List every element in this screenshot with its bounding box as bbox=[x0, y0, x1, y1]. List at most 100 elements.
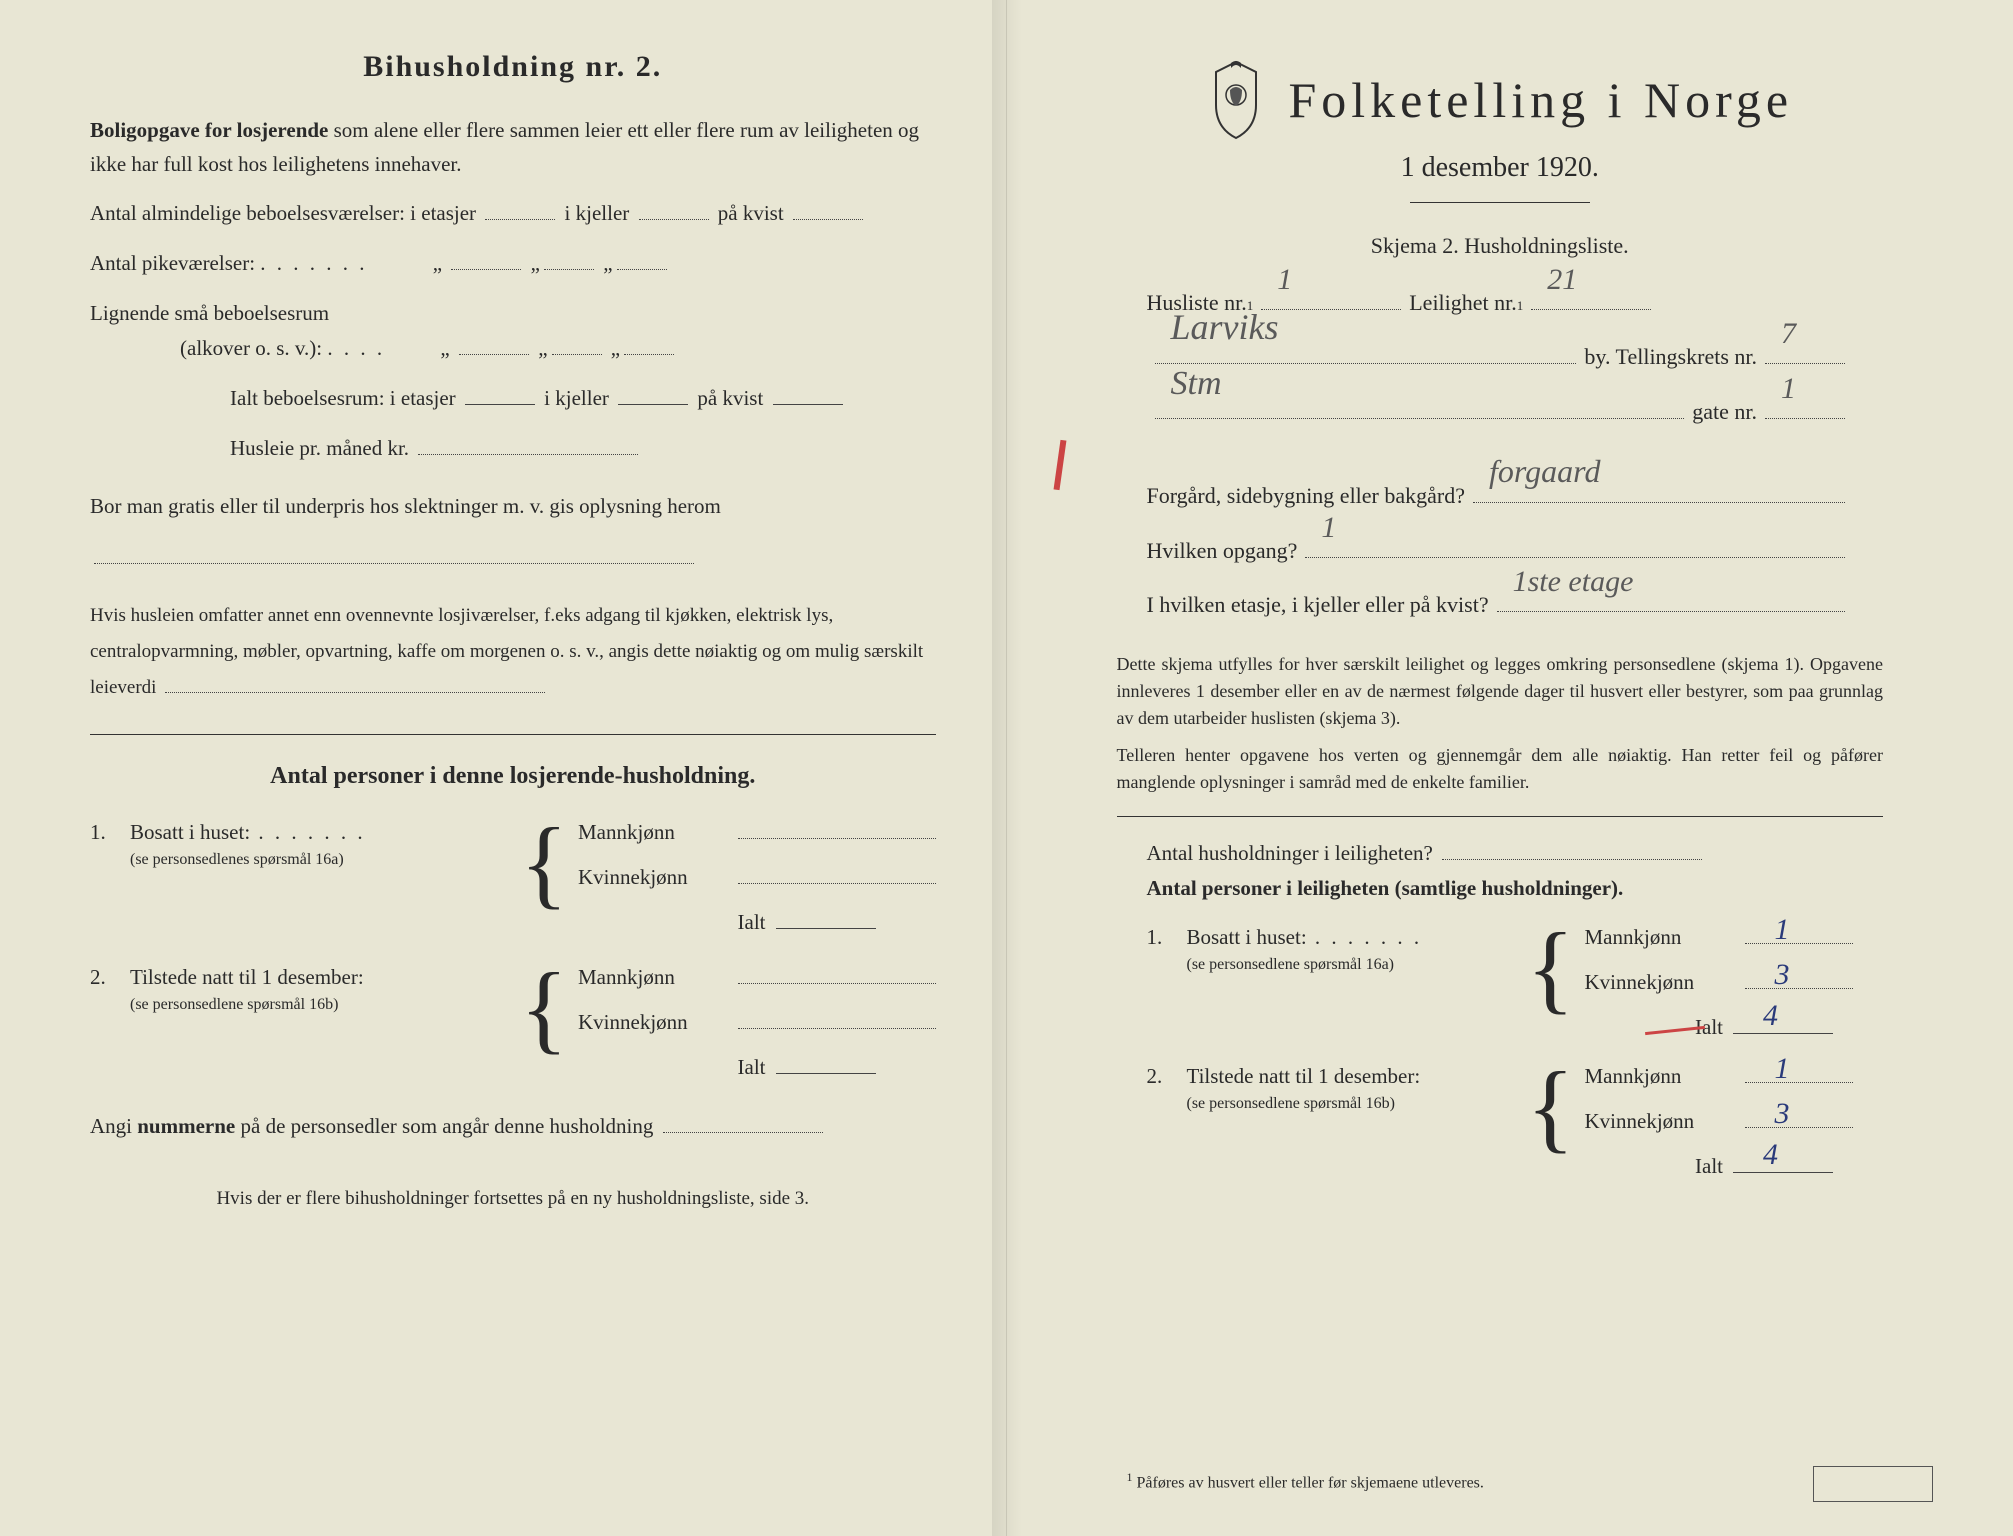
tilstede-sub: (se personsedlene spørsmål 16b) bbox=[1187, 1095, 1395, 1112]
bihus-heading: Bihusholdning nr. 2. bbox=[90, 50, 936, 84]
gate-name-value: Stm bbox=[1171, 347, 1222, 422]
right-counts-block: Antal husholdninger i leiligheten? Antal… bbox=[1147, 837, 1854, 1179]
by-row: Larviks by. Tellingskrets nr. 7 bbox=[1147, 333, 1854, 381]
forgard-row: Forgård, sidebygning eller bakgård? forg… bbox=[1147, 472, 1854, 520]
tilstede-sub: (se personsedlene spørsmål 16b) bbox=[130, 996, 338, 1013]
husleie-line: Husleie pr. måned kr. bbox=[230, 432, 936, 466]
leilighet-value: 21 bbox=[1547, 247, 1577, 313]
rooms-line: Antal almindelige beboelsesværelser: i e… bbox=[90, 197, 936, 231]
bosatt-mann-field: 1 bbox=[1745, 943, 1854, 944]
mann-label: Mannkjønn bbox=[578, 820, 738, 845]
hvis-husleien-para: Hvis husleien omfatter annet enn ovennev… bbox=[90, 598, 936, 706]
dots: . . . . bbox=[327, 336, 385, 360]
opgang-value: 1 bbox=[1321, 495, 1336, 561]
ialt-bebo-label: Ialt beboelsesrum: i etasjer bbox=[230, 386, 456, 410]
fill bbox=[459, 332, 529, 355]
bor-man-para: Bor man gratis eller til underpris hos s… bbox=[90, 481, 936, 582]
tilstede-kvinne-field: 3 bbox=[1745, 1127, 1854, 1128]
title-divider bbox=[1410, 202, 1590, 203]
rooms-label: Antal almindelige beboelsesværelser: i e… bbox=[90, 201, 476, 225]
husleie-label: Husleie pr. måned kr. bbox=[230, 436, 409, 460]
tilstede-label-col: Tilstede natt til 1 desember: (se person… bbox=[130, 965, 510, 1015]
alkover-label: (alkover o. s. v.): bbox=[180, 336, 322, 360]
fill bbox=[738, 838, 936, 839]
footnote-sup: 1 bbox=[1127, 1470, 1133, 1484]
fill bbox=[552, 332, 602, 355]
kvinne-label: Kvinnekjønn bbox=[578, 1010, 738, 1035]
footnote-text: Påføres av husvert eller teller før skje… bbox=[1137, 1474, 1484, 1491]
fill bbox=[617, 247, 667, 270]
bosatt-mann-value: 1 bbox=[1775, 913, 1790, 947]
etasje-row: I hvilken etasje, i kjeller eller på kvi… bbox=[1147, 581, 1854, 629]
row-number-1: 1. bbox=[90, 820, 130, 845]
by-label: by. Tellingskrets nr. bbox=[1584, 333, 1757, 381]
lignende-line1: Lignende små beboelsesrum bbox=[90, 297, 936, 331]
gate-label: gate nr. bbox=[1692, 388, 1757, 436]
divider bbox=[1117, 816, 1884, 817]
fill-kvist bbox=[793, 197, 863, 220]
gate-no-field: 1 bbox=[1765, 418, 1845, 419]
bosatt-sub: (se personsedlene spørsmål 16a) bbox=[1187, 956, 1395, 973]
antal-personer-heading: Antal personer i denne losjerende-hushol… bbox=[90, 763, 936, 790]
ialt-bebo-line: Ialt beboelsesrum: i etasjer i kjeller p… bbox=[230, 382, 936, 416]
fill bbox=[94, 541, 694, 564]
bosatt-kvinne-field: 3 bbox=[1745, 988, 1854, 989]
kjeller-label: i kjeller bbox=[565, 201, 630, 225]
fill bbox=[776, 1073, 876, 1074]
brace-icon: { bbox=[520, 965, 568, 1050]
row-number-1: 1. bbox=[1147, 925, 1187, 950]
ialt-label: Ialt bbox=[738, 910, 766, 934]
tilstede-ialt-field: 4 bbox=[1733, 1172, 1833, 1173]
fill bbox=[663, 1110, 823, 1133]
kvinne-label: Kvinnekjønn bbox=[1585, 970, 1745, 995]
tilstede-mann-field: 1 bbox=[1745, 1082, 1854, 1083]
gate-name-field: Stm bbox=[1155, 418, 1685, 419]
angi-line: Angi nummerne på de personsedler som ang… bbox=[90, 1110, 936, 1144]
ialt-label: Ialt bbox=[738, 1055, 766, 1079]
fill-kjeller bbox=[639, 197, 709, 220]
forgard-field: forgaard bbox=[1473, 502, 1845, 503]
counts-col: Mannkjønn Kvinnekjønn Ialt bbox=[578, 965, 936, 1080]
mann-label: Mannkjønn bbox=[1585, 1064, 1745, 1089]
antal-hush-label: Antal husholdninger i leiligheten? bbox=[1147, 841, 1433, 865]
counts-col: Mannkjønn1 Kvinnekjønn3 Ialt4 bbox=[1585, 1064, 1854, 1179]
fill bbox=[418, 432, 638, 455]
forgard-value: forgaard bbox=[1489, 436, 1600, 506]
gate-row: Stm gate nr. 1 bbox=[1147, 388, 1854, 436]
footnote-left: Hvis der er flere bihusholdninger fortse… bbox=[90, 1188, 936, 1210]
antal-pers-heading: Antal personer i leiligheten (samtlige h… bbox=[1147, 876, 1854, 901]
pike-label: Antal pikeværelser: bbox=[90, 251, 255, 275]
bosatt-sub: (se personsedlenes spørsmål 16a) bbox=[130, 851, 344, 868]
bosatt-kvinne-value: 3 bbox=[1775, 958, 1790, 992]
form-block: Husliste nr.1 1 Leilighet nr.1 21 Larvik… bbox=[1147, 279, 1854, 629]
husliste-value: 1 bbox=[1277, 247, 1292, 313]
antal-hush-line: Antal husholdninger i leiligheten? bbox=[1147, 837, 1854, 866]
counts-col: Mannkjønn1 Kvinnekjønn3 Ialt4 bbox=[1585, 925, 1854, 1040]
tilstede-label: Tilstede natt til 1 desember: bbox=[1187, 1064, 1421, 1088]
fill bbox=[624, 332, 674, 355]
tilstede-row-left: 2. Tilstede natt til 1 desember: (se per… bbox=[90, 965, 936, 1080]
bosatt-label: Bosatt i huset: bbox=[130, 820, 250, 844]
dots: . . . . . . . bbox=[260, 251, 367, 275]
row-number-2: 2. bbox=[90, 965, 130, 990]
footnote-right: 1 Påføres av husvert eller teller før sk… bbox=[1127, 1470, 1484, 1492]
bosatt-row-right: 1. Bosatt i huset: . . . . . . . (se per… bbox=[1147, 925, 1854, 1040]
kvist-label2: på kvist bbox=[697, 386, 763, 410]
fill bbox=[776, 928, 876, 929]
lignende-line2: (alkover o. s. v.): . . . . „ „ „ bbox=[180, 332, 936, 366]
stamp-box-icon bbox=[1813, 1466, 1933, 1502]
kvinne-label: Kvinnekjønn bbox=[578, 865, 738, 890]
tilstede-label: Tilstede natt til 1 desember: bbox=[130, 965, 364, 989]
mann-label: Mannkjønn bbox=[578, 965, 738, 990]
leilighet-field: 21 bbox=[1531, 309, 1651, 310]
brace-icon: { bbox=[1527, 925, 1575, 1010]
fill bbox=[465, 382, 535, 405]
left-page: Bihusholdning nr. 2. Boligopgave for los… bbox=[0, 0, 1007, 1536]
brace-icon: { bbox=[520, 820, 568, 905]
row-number-2: 2. bbox=[1147, 1064, 1187, 1089]
instructions-1: Dette skjema utfylles for hver særskilt … bbox=[1117, 651, 1884, 732]
census-date: 1 desember 1920. bbox=[1077, 152, 1924, 184]
etasje-field: 1ste etage bbox=[1497, 611, 1845, 612]
fill bbox=[738, 883, 936, 884]
counts-col: Mannkjønn Kvinnekjønn Ialt bbox=[578, 820, 936, 935]
